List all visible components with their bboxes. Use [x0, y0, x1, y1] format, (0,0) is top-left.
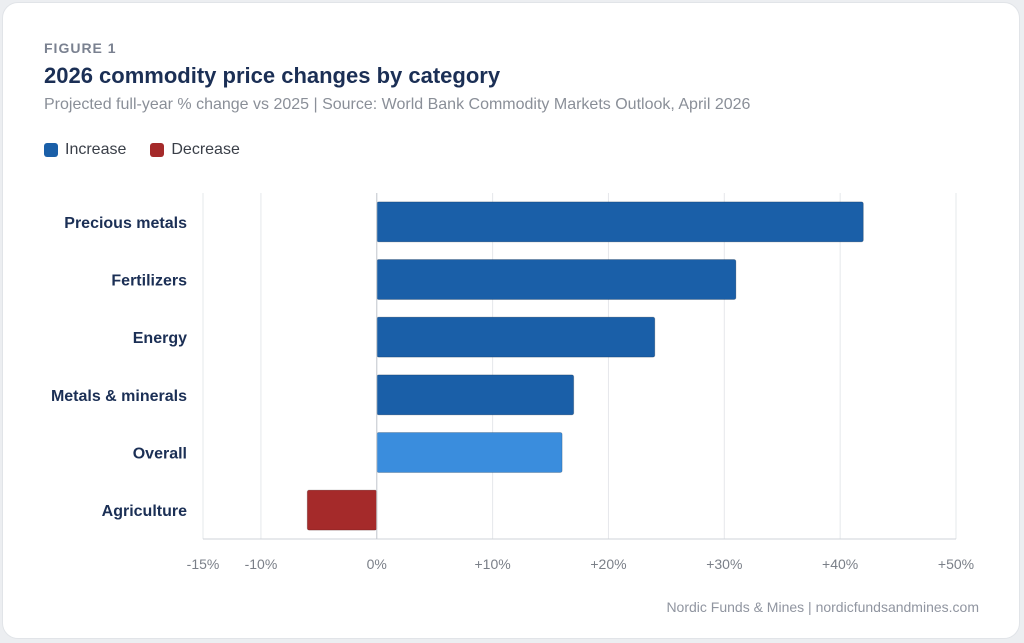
- category-label: Energy: [133, 330, 187, 347]
- bar-overall: [376, 432, 563, 473]
- x-tick-label: +30%: [706, 556, 742, 572]
- bar-metals-minerals: [376, 374, 575, 416]
- chart-title: 2026 commodity price changes by category: [44, 63, 501, 88]
- figure-label: FIGURE 1: [44, 40, 117, 56]
- bar-fertilizers: [376, 259, 737, 300]
- bar-agriculture: [306, 489, 378, 531]
- legend-item-decrease: Decrease: [150, 141, 240, 159]
- category-label: Precious metals: [64, 215, 187, 232]
- legend-label-increase: Increase: [65, 141, 127, 158]
- legend-label-decrease: Decrease: [171, 141, 240, 158]
- x-tick-label: 0%: [367, 556, 387, 572]
- bar-chart: -15% -10% 0% +10% +20% +30% +40% +50% Precious m…: [51, 193, 974, 572]
- legend-item-increase: Increase: [44, 141, 126, 159]
- category-label: Agriculture: [102, 503, 187, 520]
- x-tick-label: +40%: [822, 556, 858, 572]
- category-label: Fertilizers: [111, 273, 187, 290]
- x-tick-label: -15%: [187, 556, 220, 572]
- legend-swatch-increase: [44, 143, 58, 157]
- x-tick-label: +20%: [590, 556, 626, 572]
- bar-energy: [376, 316, 656, 358]
- chart-footer: Nordic Funds & Mines | nordicfundsandmin…: [666, 599, 979, 615]
- x-tick-label: -10%: [245, 556, 278, 572]
- chart-legend: Increase Decrease: [44, 141, 240, 159]
- x-tick-label: +50%: [938, 556, 974, 572]
- category-label: Overall: [133, 446, 187, 463]
- category-label: Metals & minerals: [51, 388, 187, 405]
- chart-subtitle: Projected full-year % change vs 2025 | S…: [44, 96, 751, 113]
- bar-precious-metals: [376, 201, 864, 243]
- legend-swatch-decrease: [150, 143, 165, 157]
- x-tick-label: +10%: [475, 556, 511, 572]
